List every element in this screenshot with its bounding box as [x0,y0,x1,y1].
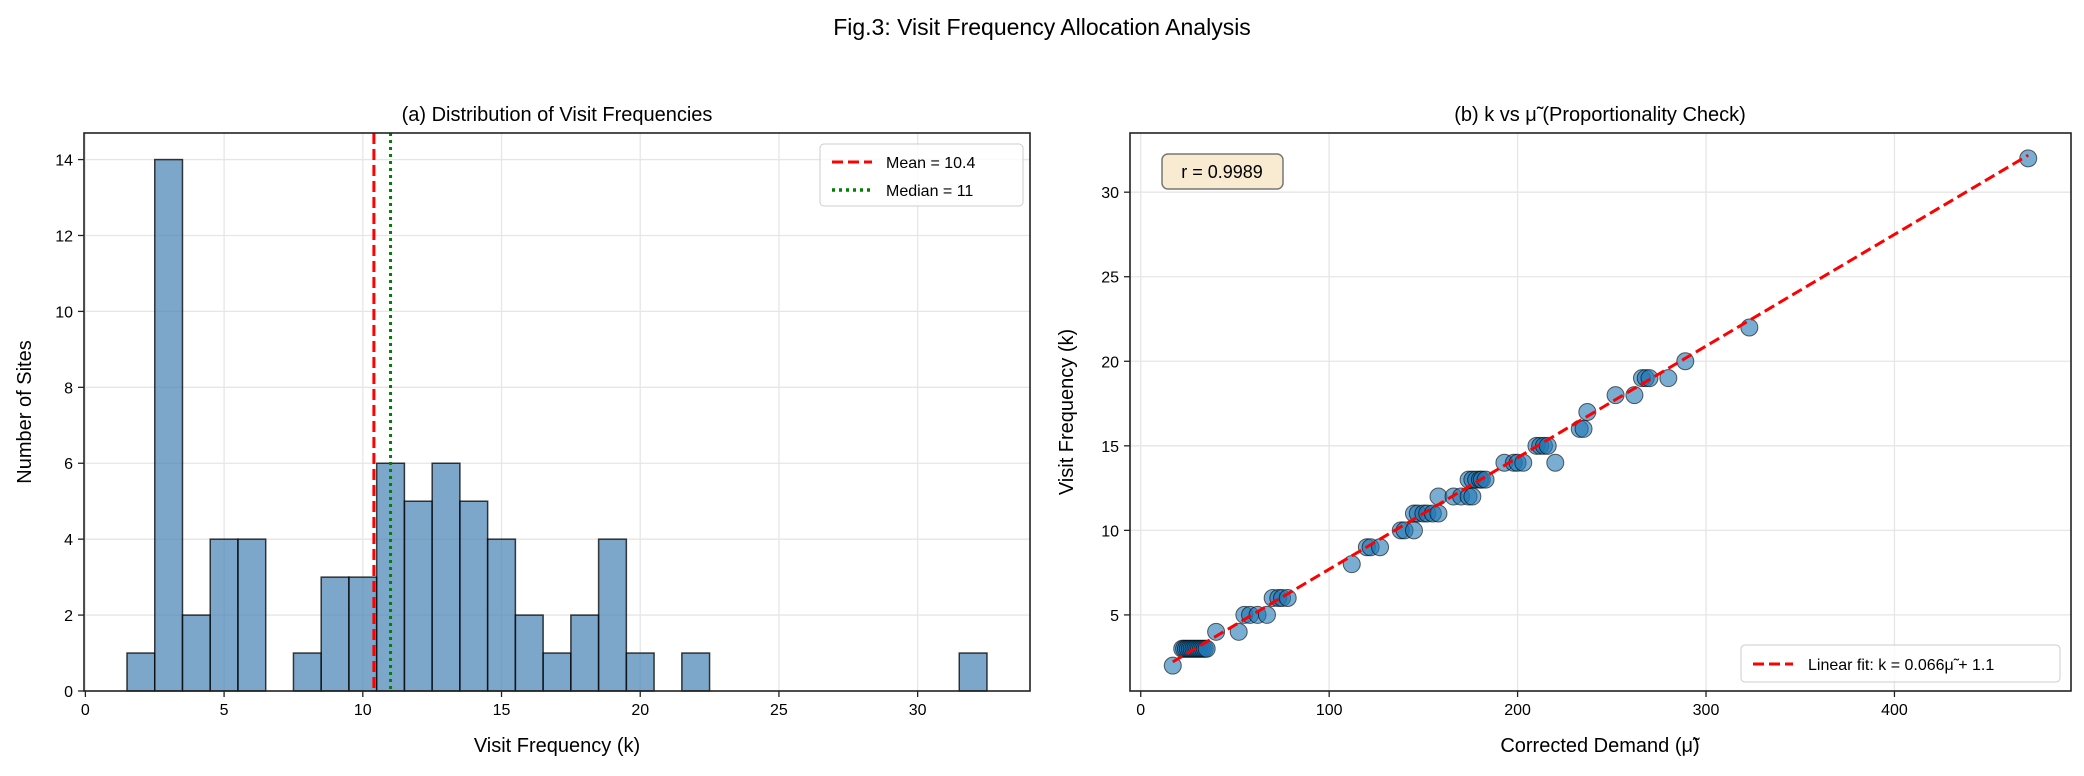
histogram-bar [348,576,378,692]
histogram-bar [459,500,489,692]
y-tick-label: 4 [64,532,73,549]
y-tick-label: 20 [1101,354,1119,371]
scatter-point [2019,149,2038,168]
scatter-xlabel: Corrected Demand (μ̃) [1500,735,1700,757]
histogram-bar [570,614,600,692]
x-tick-label: 5 [220,702,229,719]
scatter-point [1578,403,1597,421]
histogram-bar [958,652,988,692]
x-tick-label: 100 [1316,702,1343,719]
scatter-point [1606,386,1625,405]
histogram-bar [431,462,461,692]
x-tick-label: 25 [770,702,788,719]
y-tick-label: 5 [1110,608,1119,625]
scatter-ticks: 0 100 200 300 400 5 10 15 20 25 30 [1101,185,1908,719]
y-tick-label: 10 [1101,523,1119,540]
histogram-bar [209,538,239,692]
histogram-reference-lines [372,133,393,691]
y-tick-label: 30 [1101,185,1119,202]
histogram-bar [237,538,267,692]
scatter-points [1163,149,2038,675]
scatter-title: (b) k vs μ̃ (Proportionality Check) [1454,104,1746,126]
figure-title: Fig.3: Visit Frequency Allocation Analys… [833,14,1251,40]
scatter-point [1659,369,1678,388]
y-tick-label: 10 [55,304,73,321]
x-tick-label: 0 [81,702,90,719]
scatter-point [1546,453,1565,472]
legend-mean-label: Mean = 10.4 [886,155,976,172]
y-tick-label: 0 [64,684,73,701]
histogram-bar [181,614,211,692]
scatter-legend: Linear fit: k = 0.066μ̃ + 1.1 [1740,644,2061,683]
scatter-point [1740,318,1759,337]
legend-fit-label: Linear fit: k = 0.066μ̃ + 1.1 [1808,657,1994,674]
y-tick-label: 14 [55,153,73,170]
y-tick-label: 15 [1101,439,1119,456]
y-tick-label: 2 [64,608,73,625]
y-tick-label: 8 [64,380,73,397]
histogram-ylabel: Number of Sites [14,340,36,483]
correlation-text: r = 0.9989 [1181,162,1263,182]
histogram-bar [126,652,156,692]
histogram-frame [83,132,1031,692]
x-tick-label: 200 [1504,702,1531,719]
histogram-bar [486,538,517,692]
histogram-title: (a) Distribution of Visit Frequencies [402,104,713,126]
histogram-bar [514,614,544,692]
x-tick-label: 0 [1136,702,1145,719]
histogram-ticks: 0 5 10 15 20 25 30 0 2 4 6 8 10 12 14 [55,153,926,719]
scatter-frame [1129,132,2072,692]
x-tick-label: 400 [1881,702,1908,719]
x-tick-label: 15 [493,702,511,719]
histogram-bar [625,652,655,692]
histogram-bar [681,652,711,692]
scatter-grid [1130,133,2071,691]
scatter-fit-line [1172,153,2029,664]
scatter-point [1404,521,1423,540]
histogram-bars [126,158,988,692]
histogram-bar [320,576,350,692]
x-tick-label: 30 [909,702,927,719]
correlation-annotation: r = 0.9989 [1161,153,1284,190]
histogram-bar [597,538,628,692]
histogram-xlabel: Visit Frequency (k) [474,735,640,757]
histogram-bar [403,500,433,692]
scatter-point [1257,605,1276,624]
y-tick-label: 6 [64,456,73,473]
scatter-point [1463,487,1482,506]
linear-fit-line [1172,153,2029,664]
scatter-point [1278,589,1297,607]
histogram-bar [153,158,184,692]
scatter-point [1207,622,1226,641]
scatter-point [1229,622,1248,641]
scatter-point [1429,504,1448,523]
scatter-point [1476,470,1495,489]
scatter-panel: (b) k vs μ̃ (Proportionality Check) Corr… [1056,104,2072,757]
scatter-ylabel: Visit Frequency (k) [1056,329,1078,495]
histogram-bar [542,652,572,692]
histogram-legend: Mean = 10.4 Median = 11 [819,143,1024,207]
y-tick-label: 25 [1101,270,1119,287]
x-tick-label: 300 [1693,702,1720,719]
y-tick-label: 12 [55,228,73,245]
scatter-point [1574,419,1593,438]
histogram-panel: (a) Distribution of Visit Frequencies Vi… [14,104,1031,757]
scatter-point [1163,656,1182,675]
x-tick-label: 10 [354,702,372,719]
histogram-bar [292,652,322,692]
histogram-grid [84,133,1030,692]
x-tick-label: 20 [631,702,649,719]
legend-median-label: Median = 11 [886,183,973,200]
